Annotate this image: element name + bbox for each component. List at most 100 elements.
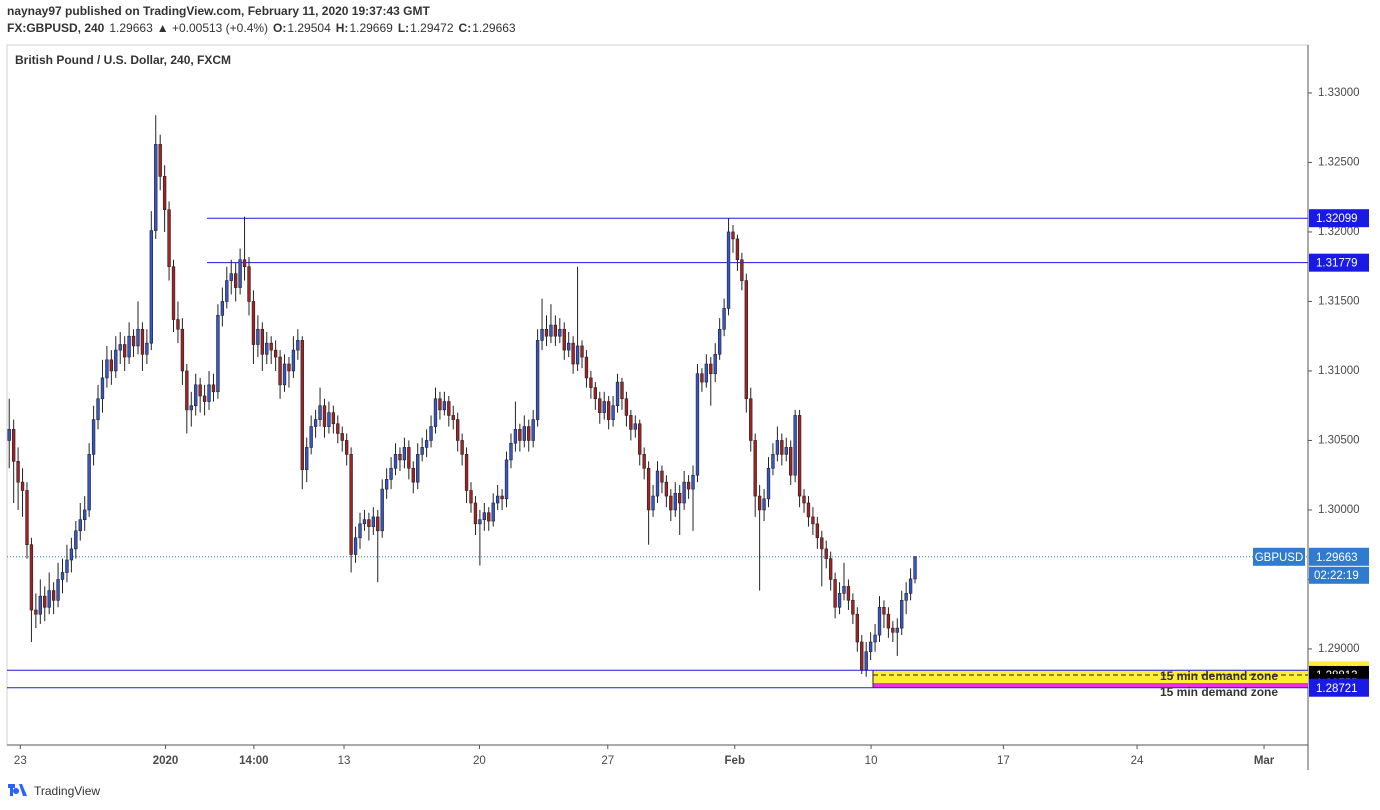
candle-body — [438, 398, 442, 411]
candle-body — [913, 556, 917, 580]
candle — [154, 115, 158, 239]
x-tick-label: 17 — [997, 755, 1010, 767]
candle — [16, 447, 20, 510]
candle-body — [842, 586, 846, 594]
candle-body — [882, 606, 886, 615]
candle — [198, 377, 202, 413]
candle-body — [793, 415, 797, 476]
candle — [464, 447, 469, 504]
candle — [527, 419, 531, 452]
candle-body — [638, 423, 642, 455]
price-level-tag: 1.31779 — [1316, 258, 1358, 270]
candle-body — [602, 401, 606, 413]
candle — [571, 336, 575, 374]
candle — [189, 391, 193, 427]
candle — [65, 544, 69, 583]
candle — [633, 415, 637, 438]
candle — [820, 530, 824, 587]
candle-body — [593, 387, 598, 400]
x-tick-label: 13 — [338, 755, 351, 767]
candle — [815, 516, 820, 549]
candle — [797, 409, 802, 508]
candle — [380, 479, 384, 538]
candle-body — [780, 440, 784, 455]
candle-body — [828, 558, 833, 580]
publisher: naynay97 published on TradingView.com, F… — [7, 4, 430, 18]
candle — [611, 395, 615, 427]
candle-body — [598, 398, 602, 413]
candle — [216, 304, 220, 399]
candle-body — [522, 426, 526, 441]
last-price-tag-bg — [1309, 547, 1369, 566]
candle-body — [74, 530, 78, 550]
candle — [731, 225, 735, 253]
candle — [424, 429, 429, 458]
candle-body — [624, 398, 629, 416]
candle — [602, 391, 606, 420]
candle — [411, 461, 415, 494]
candle — [265, 332, 269, 365]
header-field: H: — [336, 21, 349, 35]
candle — [531, 409, 535, 448]
candle-body — [83, 509, 87, 520]
candle-body — [700, 373, 704, 383]
candle-body — [287, 363, 291, 372]
zone-tag: 1.28721 — [1316, 683, 1358, 695]
candle-body — [495, 495, 500, 504]
candle — [678, 484, 682, 535]
candle-body — [704, 363, 709, 383]
candle-body — [416, 454, 420, 483]
candle — [913, 555, 917, 584]
candle-body — [456, 419, 460, 441]
candle — [789, 440, 793, 485]
candle-body — [846, 586, 851, 601]
candle-body — [611, 405, 615, 420]
candle — [828, 551, 833, 591]
demand-zone-upper — [873, 670, 1308, 684]
candle — [842, 562, 846, 601]
candle-body — [11, 429, 16, 462]
candle-body — [389, 467, 393, 480]
candle — [69, 537, 74, 573]
candle-body — [509, 442, 513, 461]
candle — [615, 373, 620, 413]
candle — [87, 443, 91, 517]
y-tick-label: 1.32500 — [1318, 156, 1360, 168]
candle — [384, 468, 389, 499]
candle-body — [651, 495, 655, 511]
candle-body — [642, 454, 646, 469]
candle — [669, 489, 673, 522]
candle — [891, 621, 895, 643]
candle — [176, 301, 180, 344]
candle — [460, 433, 464, 466]
candle-body — [251, 301, 256, 345]
candle — [162, 165, 167, 232]
candle — [420, 437, 424, 462]
candle — [549, 304, 553, 344]
candle — [20, 468, 25, 517]
candle-body — [482, 512, 487, 520]
candle-body — [442, 401, 447, 411]
candle-body — [296, 340, 300, 351]
x-tick-label: 14:00 — [239, 755, 268, 767]
candle — [895, 618, 899, 656]
candle-body — [402, 447, 407, 461]
y-tick-label: 1.31500 — [1318, 295, 1360, 307]
countdown-bg — [1309, 566, 1369, 584]
candle — [882, 600, 886, 629]
candle — [478, 509, 482, 566]
candle — [673, 482, 677, 517]
candle — [811, 507, 815, 535]
candle — [402, 437, 407, 469]
candle-body — [820, 537, 824, 550]
candle — [544, 315, 549, 346]
price-level-tag-bg — [1309, 209, 1369, 228]
candle-body — [278, 356, 282, 386]
candle-body — [194, 384, 198, 407]
candle-body — [877, 606, 882, 636]
x-tick-label: 23 — [14, 755, 27, 767]
candle-body — [91, 419, 96, 455]
candle-body — [7, 429, 11, 441]
x-tick-label: 10 — [865, 755, 878, 767]
candle-body — [518, 429, 522, 441]
